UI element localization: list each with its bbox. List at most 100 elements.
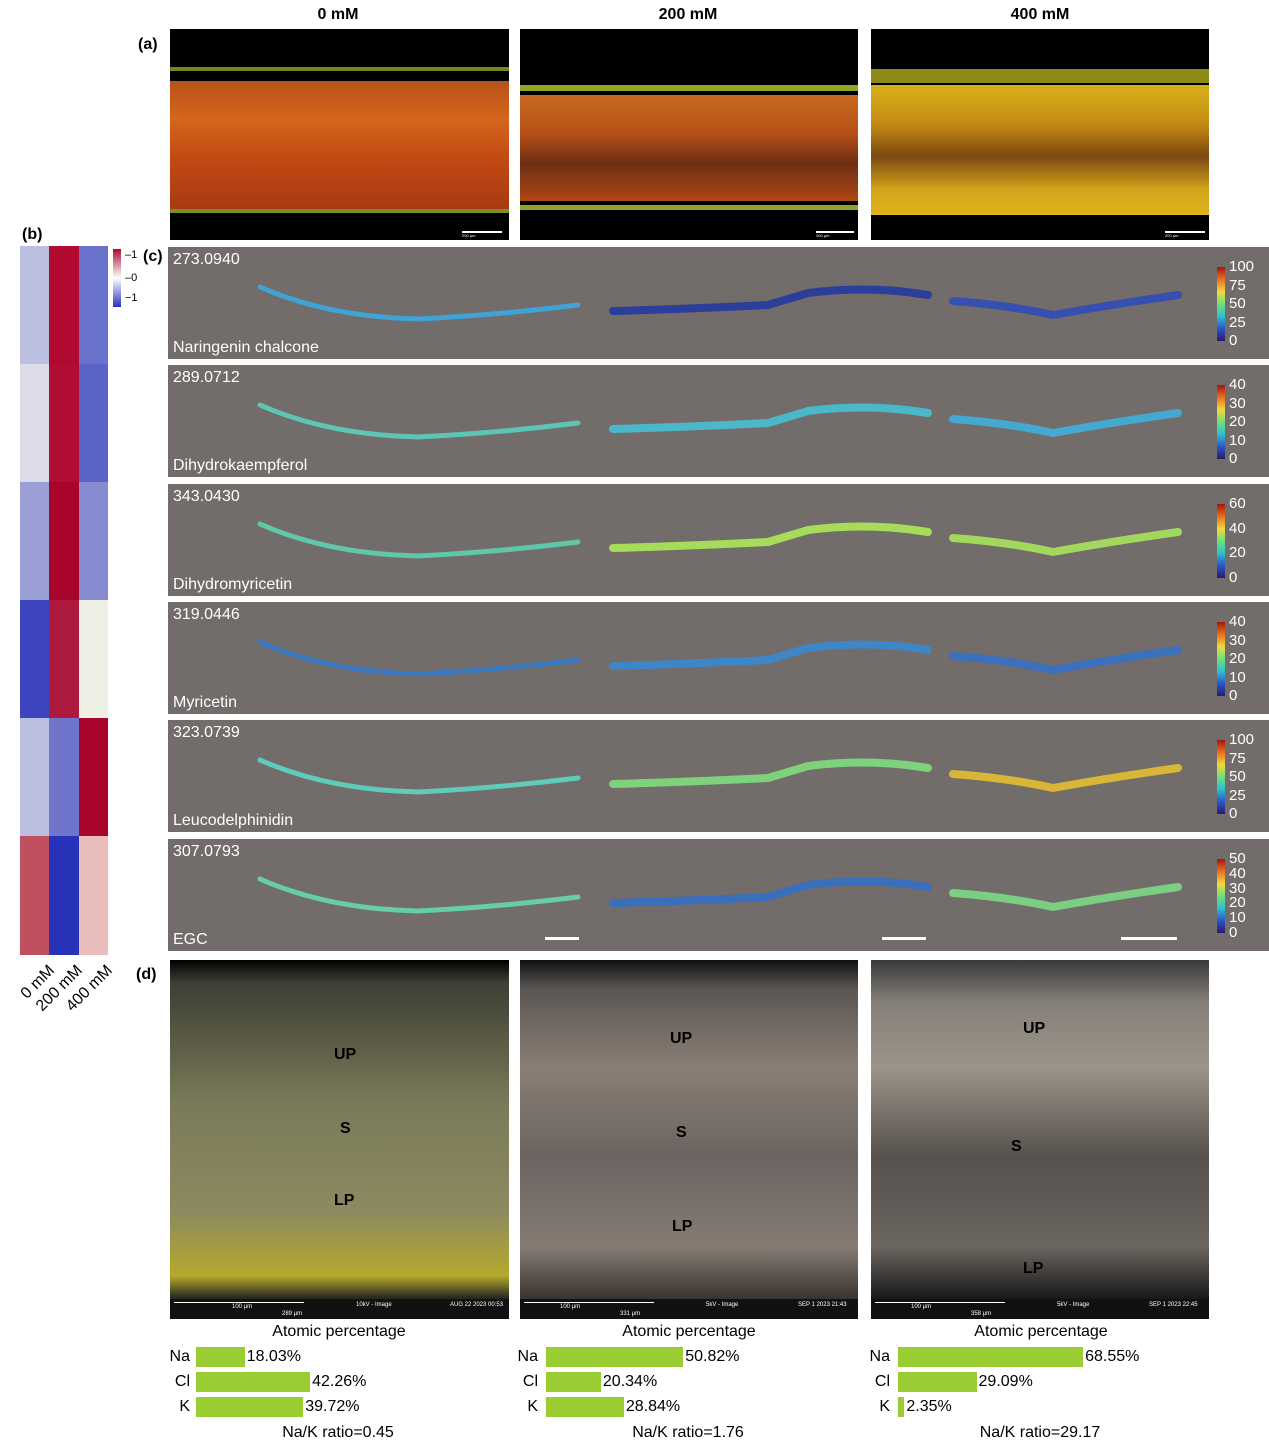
- heatmap-color-legend: [113, 249, 121, 307]
- heatmap-cell: [20, 600, 50, 719]
- msi-colorbar: [1217, 622, 1225, 696]
- heatmap-cell: [78, 718, 109, 837]
- msi-colorbar-tick: 30: [1229, 394, 1246, 412]
- msi-colorbar-tick: 75: [1229, 749, 1246, 767]
- msi-colorbar-tick: 0: [1229, 332, 1238, 349]
- msi-colorbar-tick: 100: [1229, 258, 1255, 275]
- atomic-bar: [196, 1397, 304, 1417]
- atomic-bar-value: 42.26%: [312, 1373, 367, 1390]
- msi-tissue-section: [949, 883, 1182, 912]
- heatmap-cell: [49, 718, 80, 837]
- na-k-ratio: Na/K ratio=0.45: [282, 1424, 394, 1441]
- heatmap-cell: [49, 836, 80, 955]
- heatmap-cell: [20, 364, 50, 483]
- element-label: Na: [517, 1348, 538, 1365]
- msi-tissue-section: [609, 758, 932, 788]
- msi-compound-name: Leucodelphinidin: [173, 812, 294, 829]
- element-label: K: [527, 1398, 538, 1415]
- panel-label-d: (d): [136, 966, 157, 983]
- sem-label-s: S: [676, 1124, 687, 1141]
- atomic-bar-value: 50.82%: [685, 1348, 740, 1365]
- msi-tissue-image: [257, 876, 1182, 914]
- column-header-400mm: 400 mM: [1010, 6, 1070, 23]
- msi-tissue-section: [949, 764, 1182, 793]
- heatmap-legend-tick-0: –0: [125, 272, 138, 284]
- msi-panel: 273.0940 Naringenin chalcone 100 75 50 25 0: [168, 247, 1269, 359]
- msi-tissue-section: [609, 640, 932, 670]
- msi-colorbar-tick: 30: [1229, 879, 1246, 897]
- msi-colorbar-tick: 100: [1229, 731, 1255, 748]
- atomic-bar: [898, 1347, 1084, 1367]
- msi-mz-label: 343.0430: [173, 488, 240, 505]
- heatmap-cell: [78, 600, 109, 719]
- atomic-title: Atomic percentage: [622, 1323, 756, 1340]
- msi-colorbar-tick: 0: [1229, 450, 1238, 467]
- msi-mz-label: 289.0712: [173, 369, 240, 386]
- msi-tissue-section: [257, 402, 581, 440]
- atomic-bar-value: 68.55%: [1085, 1348, 1140, 1365]
- msi-tissue-image: [257, 639, 1182, 677]
- msi-tissue-section: [609, 285, 932, 315]
- msi-colorbar-tick: 10: [1229, 668, 1246, 686]
- msi-panel: 289.0712 Dihydrokaempferol 40 30 20 10 0: [168, 365, 1269, 477]
- atomic-bar-value: 20.34%: [602, 1373, 658, 1390]
- heatmap-cell: [20, 246, 50, 365]
- na-k-ratio: Na/K ratio=29.17: [979, 1424, 1101, 1441]
- column-header-0mm: 0 mM: [317, 6, 359, 23]
- panel-label-b: (b): [22, 226, 43, 243]
- fluorescence-image-200mm: 200 µm: [520, 29, 858, 240]
- msi-panel: 343.0430 Dihydromyricetin 60 40 20 0: [168, 484, 1269, 596]
- msi-colorbar-tick: 40: [1229, 613, 1246, 630]
- heatmap-legend-tick-neg1: −1: [125, 292, 138, 304]
- element-label: K: [179, 1398, 190, 1415]
- msi-compound-name: EGC: [173, 931, 208, 948]
- sem-label-lp: LP: [334, 1192, 355, 1209]
- element-label: Na: [169, 1348, 190, 1365]
- msi-colorbar-tick: 50: [1229, 768, 1246, 785]
- msi-panel: 319.0446 Myricetin 40 30 20 10 0: [168, 602, 1269, 714]
- msi-compound-name: Naringenin chalcone: [173, 339, 319, 356]
- msi-scale-bar: [545, 937, 579, 940]
- msi-scale-bar: [882, 937, 926, 940]
- atomic-bar-value: 29.09%: [978, 1373, 1033, 1390]
- heatmap-cell: [49, 482, 80, 601]
- heatmap: [20, 246, 109, 955]
- heatmap-legend-tick-1: –1: [125, 249, 138, 261]
- sem-footer: 100 µm 331 µm 5kV - Image SEP 1 2023 21:…: [520, 1299, 858, 1319]
- fluorescence-image-400mm: 200 µm: [871, 29, 1209, 240]
- msi-tissue-section: [609, 403, 932, 433]
- sem-image-400mm: UP S LP 100 µm 358 µm 5kV - Image SEP 1 …: [871, 960, 1209, 1319]
- heatmap-cell: [78, 246, 109, 365]
- fluorescence-image-0mm: 200 µm: [170, 29, 509, 240]
- msi-tissue-section: [257, 639, 581, 677]
- msi-mz-label: 319.0446: [173, 606, 240, 623]
- msi-colorbar-tick: 75: [1229, 276, 1246, 294]
- atomic-title: Atomic percentage: [974, 1323, 1108, 1340]
- msi-colorbar-tick: 0: [1229, 687, 1238, 704]
- na-k-ratio: Na/K ratio=1.76: [632, 1424, 744, 1441]
- atomic-bar-value: 39.72%: [305, 1398, 360, 1415]
- msi-tissue-section: [949, 409, 1182, 438]
- msi-colorbar-tick: 60: [1229, 495, 1246, 512]
- scale-bar-0mm: [462, 231, 502, 233]
- msi-tissue-section: [257, 521, 581, 559]
- msi-mz-label: 323.0739: [173, 724, 240, 741]
- heatmap-cell: [49, 246, 80, 365]
- msi-colorbar-tick: 40: [1229, 864, 1246, 882]
- msi-colorbar-tick: 10: [1229, 431, 1246, 449]
- sem-footer: 100 µm 289 µm 10kV - Image AUG 22 2023 0…: [170, 1299, 509, 1319]
- msi-colorbar-tick: 0: [1229, 924, 1238, 941]
- atomic-bar: [898, 1372, 977, 1392]
- scale-bar-text-200mm: 200 µm: [816, 233, 830, 238]
- atomic-bar-value: 28.84%: [625, 1398, 681, 1415]
- element-label: K: [879, 1398, 890, 1415]
- heatmap-cell: [78, 364, 109, 483]
- atomic-bar-value: 18.03%: [246, 1348, 301, 1365]
- msi-tissue-image: [257, 284, 1182, 322]
- msi-colorbar-tick: 25: [1229, 313, 1246, 331]
- sem-label-up: UP: [1023, 1020, 1046, 1037]
- sem-label-up: UP: [334, 1046, 357, 1063]
- heatmap-cell: [49, 364, 80, 483]
- column-header-200mm: 200 mM: [658, 6, 718, 23]
- sem-label-lp: LP: [1023, 1260, 1044, 1277]
